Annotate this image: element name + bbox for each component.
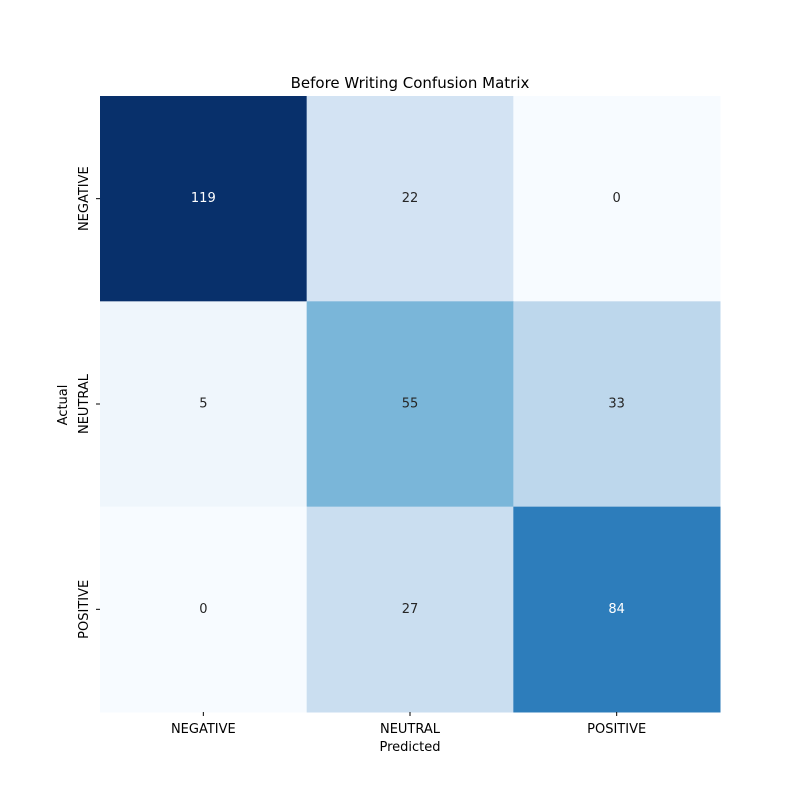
y-tick-label: POSITIVE xyxy=(77,580,92,639)
heatmap-cell-value: 5 xyxy=(199,396,207,411)
heatmap-cell-value: 55 xyxy=(402,396,419,411)
heatmap-cell xyxy=(306,301,514,508)
heatmap-cell-value: 27 xyxy=(402,602,419,617)
heatmap-cell xyxy=(513,301,721,508)
heatmap-cell xyxy=(306,506,514,713)
y-axis-ticks: NEGATIVE NEUTRAL POSITIVE xyxy=(77,166,100,639)
heatmap-cell xyxy=(100,301,308,508)
heatmap-cell xyxy=(100,96,308,302)
heatmap-cells xyxy=(100,96,721,713)
heatmap-cell-value: 0 xyxy=(613,191,621,206)
heatmap-cell-value: 33 xyxy=(608,396,625,411)
x-tick-label: POSITIVE xyxy=(587,722,646,737)
heatmap-cell-value: 119 xyxy=(191,191,216,206)
y-axis-label: Actual xyxy=(56,385,71,426)
heatmap-cell xyxy=(100,506,308,713)
heatmap-cell-value: 0 xyxy=(199,602,207,617)
x-axis-label: Predicted xyxy=(379,740,440,755)
heatmap-cell xyxy=(306,96,514,302)
heatmap-cell-value: 84 xyxy=(608,602,625,617)
x-tick-label: NEUTRAL xyxy=(380,722,441,737)
chart-title: Before Writing Confusion Matrix xyxy=(291,74,530,92)
heatmap-cell-value: 22 xyxy=(402,191,419,206)
heatmap-cell xyxy=(513,506,721,713)
x-tick-label: NEGATIVE xyxy=(171,722,236,737)
y-tick-label: NEGATIVE xyxy=(77,166,92,231)
heatmap-cell xyxy=(513,96,721,302)
y-tick-label: NEUTRAL xyxy=(77,373,92,434)
heatmap-cell-labels: 119 22 05 55 330 27 84 xyxy=(191,191,625,617)
x-axis-ticks: NEGATIVE NEUTRAL POSITIVE xyxy=(171,711,646,737)
